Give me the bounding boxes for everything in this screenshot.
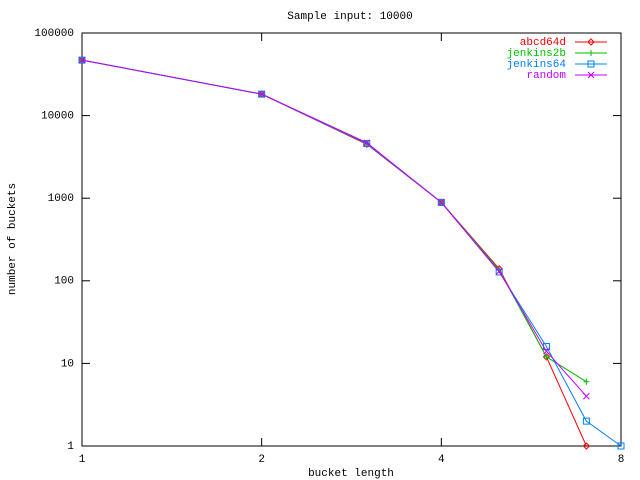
point-marker — [543, 353, 550, 360]
point-marker — [588, 50, 594, 56]
point-marker — [437, 199, 445, 206]
series-line — [81, 59, 587, 447]
point-marker — [587, 71, 595, 79]
point-marker — [258, 90, 266, 98]
point-marker — [363, 139, 371, 147]
series-line — [81, 59, 622, 447]
x-tick-label: 4 — [438, 454, 445, 466]
x-tick-label: 1 — [79, 454, 86, 466]
point-marker — [542, 343, 550, 351]
y-axis-label: number of buckets — [7, 183, 19, 295]
point-marker — [543, 347, 550, 355]
y-tick-label: 100000 — [34, 28, 74, 40]
series-line — [81, 59, 587, 383]
point-marker — [583, 392, 590, 400]
chart-title: Sample input: 10000 — [287, 11, 412, 23]
x-tick-label: 8 — [618, 454, 625, 466]
point-marker — [495, 268, 503, 276]
point-marker — [363, 139, 371, 147]
point-marker — [495, 268, 503, 275]
x-tick-label: 2 — [258, 454, 265, 466]
point-marker — [582, 417, 590, 425]
legend-label: abcd64d — [520, 37, 566, 49]
point-marker — [583, 378, 590, 385]
point-marker — [617, 442, 625, 450]
point-marker — [258, 90, 266, 98]
legend-label: random — [526, 70, 566, 82]
legend-label: jenkins2b — [507, 48, 566, 60]
y-tick-label: 10 — [61, 358, 74, 370]
series-line — [81, 59, 587, 397]
y-tick-label: 100 — [54, 276, 74, 288]
y-tick-label: 1000 — [48, 193, 74, 205]
point-marker — [587, 38, 595, 46]
point-marker — [542, 353, 551, 361]
legend-label: jenkins64 — [507, 59, 567, 71]
y-tick-label: 1 — [67, 441, 74, 453]
x-axis-label: bucket length — [308, 468, 394, 480]
point-marker — [582, 442, 591, 450]
plot-border — [81, 32, 622, 447]
y-tick-label: 10000 — [41, 111, 74, 123]
point-marker — [78, 56, 86, 64]
point-marker — [587, 60, 595, 68]
